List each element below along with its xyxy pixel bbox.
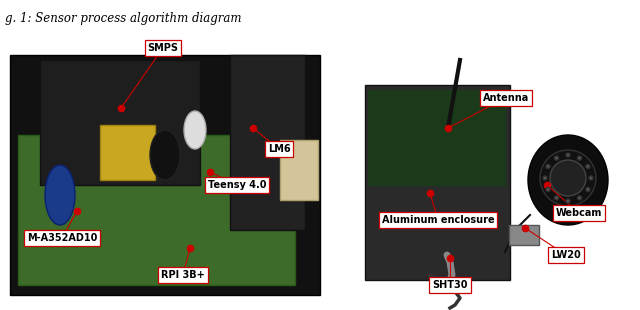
Text: Teensy 4.0: Teensy 4.0 — [208, 180, 266, 190]
Polygon shape — [40, 60, 200, 185]
Circle shape — [586, 188, 590, 192]
Polygon shape — [365, 85, 510, 280]
Text: g. 1: Sensor process algorithm diagram: g. 1: Sensor process algorithm diagram — [5, 12, 241, 25]
Circle shape — [546, 165, 550, 169]
Circle shape — [586, 165, 590, 169]
Text: LW20: LW20 — [551, 250, 581, 260]
Ellipse shape — [150, 130, 180, 180]
Text: M-A352AD10: M-A352AD10 — [27, 233, 97, 243]
Polygon shape — [368, 90, 505, 185]
Circle shape — [589, 176, 593, 180]
Polygon shape — [10, 55, 320, 295]
Polygon shape — [230, 55, 305, 230]
Circle shape — [577, 196, 582, 200]
Text: Webcam: Webcam — [556, 208, 602, 218]
Circle shape — [546, 188, 550, 192]
Circle shape — [540, 150, 596, 206]
Text: Aluminum enclosure: Aluminum enclosure — [381, 215, 494, 225]
Circle shape — [577, 156, 582, 160]
Ellipse shape — [184, 111, 206, 149]
Text: RPI 3B+: RPI 3B+ — [161, 270, 205, 280]
Ellipse shape — [528, 135, 608, 225]
Circle shape — [543, 176, 547, 180]
FancyBboxPatch shape — [509, 225, 539, 245]
Circle shape — [554, 156, 559, 160]
Circle shape — [550, 160, 586, 196]
Polygon shape — [280, 140, 318, 200]
FancyBboxPatch shape — [100, 125, 156, 180]
Circle shape — [566, 199, 570, 203]
Text: Antenna: Antenna — [483, 93, 529, 103]
Text: SHT30: SHT30 — [432, 280, 468, 290]
Polygon shape — [18, 135, 295, 285]
Circle shape — [566, 153, 570, 157]
Text: LM6: LM6 — [268, 144, 291, 154]
Circle shape — [554, 196, 559, 200]
Text: SMPS: SMPS — [147, 43, 179, 53]
Ellipse shape — [45, 165, 75, 225]
